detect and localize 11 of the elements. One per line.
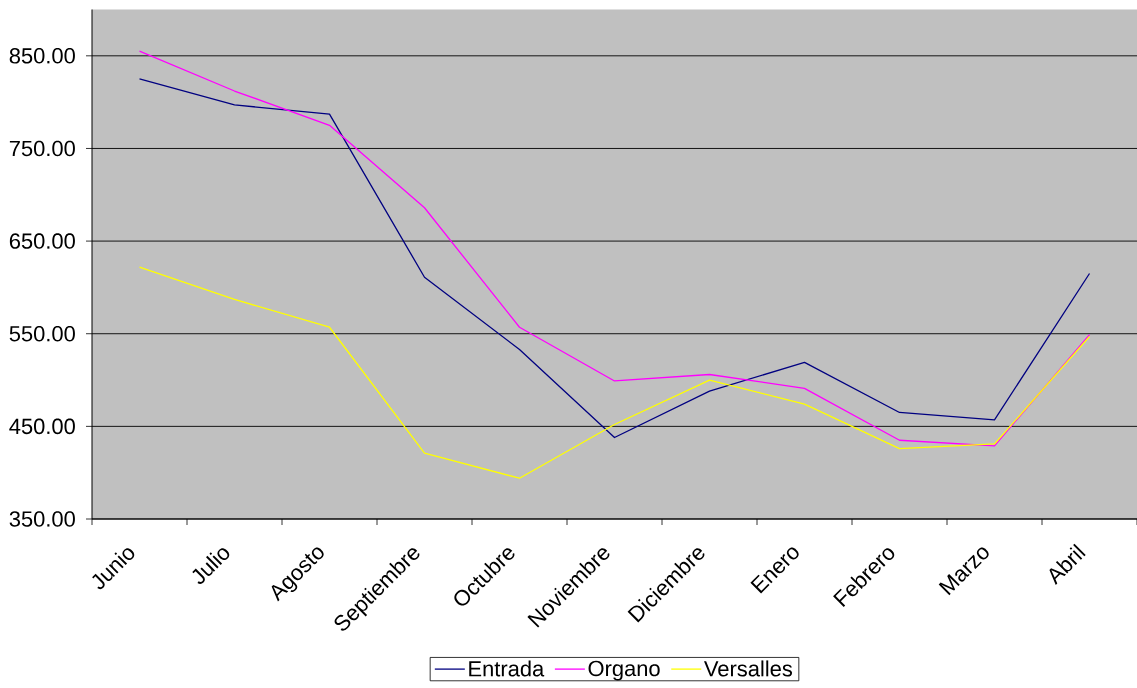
y-tick-label: 850.00 <box>9 48 75 64</box>
y-tick-label: 650.00 <box>9 233 75 249</box>
y-tick-label: 750.00 <box>9 140 75 157</box>
y-tick-label: 450.00 <box>9 418 75 435</box>
legend-label: Organo <box>588 660 660 681</box>
legend-label: Entrada <box>469 660 545 677</box>
x-tick-label: Julio <box>192 548 230 584</box>
line-series <box>138 266 1091 479</box>
legend-label: Versalles <box>704 660 793 677</box>
y-tick-label: 350.00 <box>9 511 75 527</box>
y-tick-label: 550.00 <box>9 325 75 342</box>
